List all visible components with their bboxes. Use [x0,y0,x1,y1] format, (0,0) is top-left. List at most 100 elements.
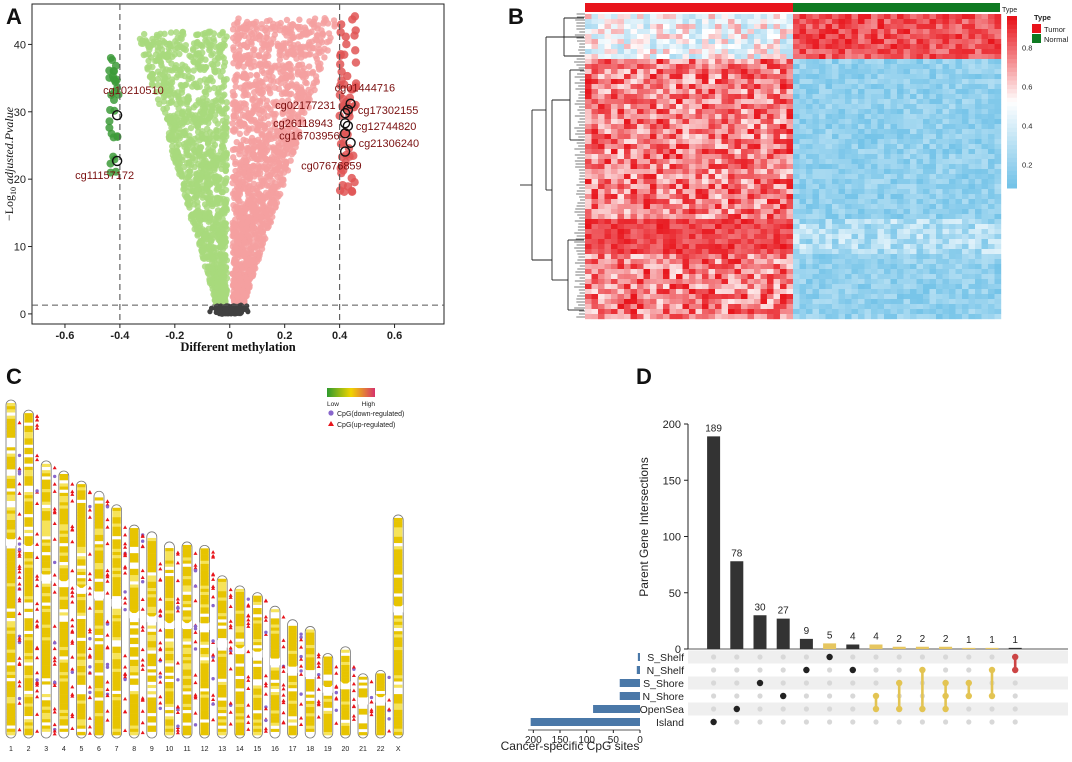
heatmap-cell [930,159,937,164]
heatmap-cell [663,44,670,49]
heatmap-cell [618,159,625,164]
heatmap-cell [780,14,787,19]
down-point [198,101,204,107]
up-point [243,130,249,136]
heatmap-cell [943,19,950,24]
heatmap-cell [949,49,956,54]
heatmap-cell [676,74,683,79]
heatmap-cell [670,44,677,49]
heatmap-cell [910,59,917,64]
heatmap-cell [962,79,969,84]
heatmap-cell [787,74,794,79]
down-point [164,52,170,58]
heatmap-cell [884,29,891,34]
heatmap-cell [930,44,937,49]
heatmap-cell [975,149,982,154]
point-label: cg01444716 [335,83,396,95]
heatmap-cell [605,59,612,64]
heatmap-cell [975,59,982,64]
up-point [237,234,243,240]
down-point [179,83,185,89]
up-sig-point [349,152,357,160]
up-point [246,214,252,220]
heatmap-cell [910,19,917,24]
heatmap-cell [676,104,683,109]
heatmap-cell [988,149,995,154]
heatmap-cell [852,79,859,84]
heatmap-cell [806,164,813,169]
heatmap-cell [585,129,592,134]
heatmap-cell [676,149,683,154]
heatmap-cell [748,14,755,19]
heatmap-cell [982,94,989,99]
heatmap-cell [956,79,963,84]
annotation-label: Type [1002,7,1017,14]
heatmap-cell [800,109,807,114]
down-point [196,65,202,71]
up-point [282,26,288,32]
heatmap-cell [839,39,846,44]
heatmap-cell [709,129,716,134]
heatmap-cell [949,134,956,139]
heatmap-cell [826,34,833,39]
heatmap-cell [657,124,664,129]
heatmap-cell [865,24,872,29]
up-point [251,29,257,35]
heatmap-cell [988,119,995,124]
heatmap-cell [670,159,677,164]
heatmap-cell [995,89,1002,94]
heatmap-cell [748,49,755,54]
down-point [222,235,228,241]
heatmap-cell [845,14,852,19]
heatmap-cell [618,44,625,49]
heatmap-cell [891,69,898,74]
heatmap-cell [819,109,826,114]
heatmap-cell [936,109,943,114]
heatmap-cell [949,24,956,29]
heatmap-cell [657,164,664,169]
heatmap-cell [839,69,846,74]
up-point [249,97,255,103]
heatmap-cell [969,119,976,124]
heatmap-cell [624,29,631,34]
heatmap-cell [598,14,605,19]
heatmap-cell [657,109,664,114]
heatmap-cell [819,114,826,119]
heatmap-cell [936,144,943,149]
heatmap-cell [696,84,703,89]
up-point [251,20,257,26]
heatmap-cell [806,24,813,29]
heatmap-cell [806,129,813,134]
up-sig-point [336,52,344,60]
down-point [208,237,214,243]
heatmap-cell [832,134,839,139]
down-point [176,67,182,73]
heatmap-cell [748,34,755,39]
down-point [212,68,218,74]
heatmap-cell [975,154,982,159]
heatmap-cell [767,89,774,94]
heatmap-cell [702,64,709,69]
heatmap-cell [767,139,774,144]
heatmap-cell [722,164,729,169]
heatmap-cell [962,84,969,89]
heatmap-cell [865,19,872,24]
heatmap-cell [819,74,826,79]
heatmap-cell [624,134,631,139]
heatmap-cell [728,124,735,129]
heatmap-cell [793,114,800,119]
heatmap-cell [689,154,696,159]
heatmap-cell [767,84,774,89]
down-point [201,159,207,165]
heatmap-cell [969,114,976,119]
heatmap-cell [852,44,859,49]
heatmap-cell [650,49,657,54]
heatmap-cell [650,89,657,94]
heatmap-cell [722,159,729,164]
heatmap-cell [689,49,696,54]
heatmap-cell [657,39,664,44]
heatmap-cell [839,134,846,139]
heatmap-cell [988,129,995,134]
heatmap-cell [605,24,612,29]
heatmap-cell [865,69,872,74]
